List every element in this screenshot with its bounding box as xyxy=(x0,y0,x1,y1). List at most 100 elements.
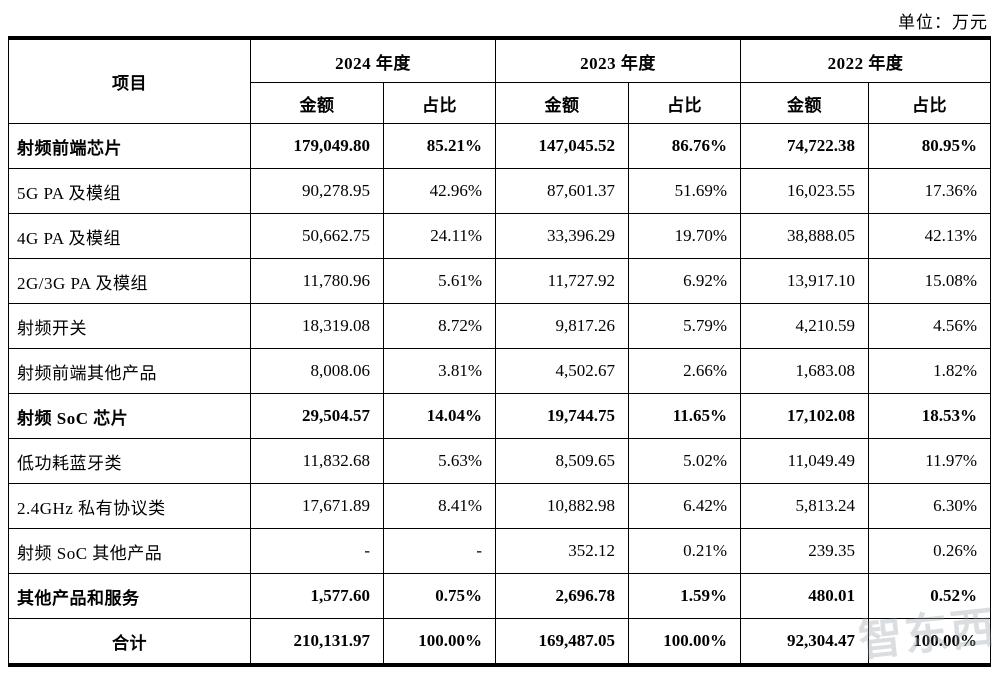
col-header-amount-2022: 金额 xyxy=(740,82,869,124)
table-row: 射频前端其他产品 8,008.06 3.81% 4,502.67 2.66% 1,683.… xyxy=(8,348,991,394)
ratio-cell: 86.76% xyxy=(628,123,741,169)
table-row: 2G/3G PA 及模组 11,780.96 5.61% 11,727.92 6.92%… xyxy=(8,258,991,304)
amount-cell: 11,727.92 xyxy=(495,258,629,304)
ratio-cell: 5.79% xyxy=(628,303,741,349)
amount-cell: 9,817.26 xyxy=(495,303,629,349)
ratio-cell: 100.00% xyxy=(628,618,741,666)
ratio-cell: 42.13% xyxy=(868,213,991,259)
amount-cell: 11,780.96 xyxy=(250,258,384,304)
ratio-cell: 18.53% xyxy=(868,393,991,439)
ratio-cell: 11.97% xyxy=(868,438,991,484)
amount-cell: 11,832.68 xyxy=(250,438,384,484)
amount-cell: 1,683.08 xyxy=(740,348,869,394)
amount-cell: 210,131.97 xyxy=(250,618,384,666)
amount-cell: 352.12 xyxy=(495,528,629,574)
table-row: 合计 210,131.97 100.00% 169,487.05 100.00% 92,3… xyxy=(8,618,991,666)
ratio-cell: 11.65% xyxy=(628,393,741,439)
ratio-cell: 8.72% xyxy=(383,303,496,349)
row-item-label: 低功耗蓝牙类 xyxy=(8,438,251,484)
amount-cell: 17,102.08 xyxy=(740,393,869,439)
ratio-cell: 24.11% xyxy=(383,213,496,259)
row-item-label: 合计 xyxy=(8,618,251,666)
ratio-cell: 19.70% xyxy=(628,213,741,259)
row-item-label: 4G PA 及模组 xyxy=(8,213,251,259)
ratio-cell: 100.00% xyxy=(868,618,991,666)
amount-cell: 11,049.49 xyxy=(740,438,869,484)
col-header-ratio-2023: 占比 xyxy=(628,82,741,124)
ratio-cell: 5.63% xyxy=(383,438,496,484)
unit-label: 单位：万元 xyxy=(898,13,988,32)
row-item-label: 2.4GHz 私有协议类 xyxy=(8,483,251,529)
ratio-cell: 85.21% xyxy=(383,123,496,169)
amount-cell: 5,813.24 xyxy=(740,483,869,529)
table-row: 2.4GHz 私有协议类 17,671.89 8.41% 10,882.98 6.42%… xyxy=(8,483,991,529)
ratio-cell: 6.92% xyxy=(628,258,741,304)
ratio-cell: 51.69% xyxy=(628,168,741,214)
row-item-label: 5G PA 及模组 xyxy=(8,168,251,214)
row-item-label: 射频前端其他产品 xyxy=(8,348,251,394)
ratio-cell: 0.75% xyxy=(383,573,496,619)
amount-cell: 33,396.29 xyxy=(495,213,629,259)
amount-cell: 29,504.57 xyxy=(250,393,384,439)
ratio-cell: 100.00% xyxy=(383,618,496,666)
col-header-ratio-2022: 占比 xyxy=(868,82,991,124)
amount-cell: 13,917.10 xyxy=(740,258,869,304)
ratio-cell: 42.96% xyxy=(383,168,496,214)
amount-cell: 8,008.06 xyxy=(250,348,384,394)
amount-cell: 92,304.47 xyxy=(740,618,869,666)
row-item-label: 其他产品和服务 xyxy=(8,573,251,619)
amount-cell: 87,601.37 xyxy=(495,168,629,214)
amount-cell: 1,577.60 xyxy=(250,573,384,619)
ratio-cell: 8.41% xyxy=(383,483,496,529)
amount-cell: 2,696.78 xyxy=(495,573,629,619)
ratio-cell: 0.52% xyxy=(868,573,991,619)
ratio-cell: - xyxy=(383,528,496,574)
table-row: 射频开关 18,319.08 8.72% 9,817.26 5.79% 4,210.59 4… xyxy=(8,303,991,349)
table-body: 射频前端芯片 179,049.80 85.21% 147,045.52 86.76% 74… xyxy=(8,123,991,666)
col-header-year-2024: 2024 年度 xyxy=(250,37,496,83)
amount-cell: 480.01 xyxy=(740,573,869,619)
col-header-ratio-2024: 占比 xyxy=(383,82,496,124)
ratio-cell: 17.36% xyxy=(868,168,991,214)
table-row: 5G PA 及模组 90,278.95 42.96% 87,601.37 51.69% 1… xyxy=(8,168,991,214)
ratio-cell: 5.61% xyxy=(383,258,496,304)
ratio-cell: 0.21% xyxy=(628,528,741,574)
table-row: 射频前端芯片 179,049.80 85.21% 147,045.52 86.76% 74… xyxy=(8,123,991,169)
ratio-cell: 5.02% xyxy=(628,438,741,484)
ratio-cell: 6.42% xyxy=(628,483,741,529)
ratio-cell: 1.82% xyxy=(868,348,991,394)
table-row: 射频 SoC 其他产品 - -352.12 0.21% 239.35 0.26% xyxy=(8,528,991,574)
row-item-label: 射频开关 xyxy=(8,303,251,349)
amount-cell: 4,502.67 xyxy=(495,348,629,394)
row-item-label: 射频 SoC 其他产品 xyxy=(8,528,251,574)
ratio-cell: 0.26% xyxy=(868,528,991,574)
ratio-cell: 4.56% xyxy=(868,303,991,349)
col-header-year-2022: 2022 年度 xyxy=(740,37,991,83)
amount-cell: - xyxy=(250,528,384,574)
table-row: 低功耗蓝牙类 11,832.68 5.63% 8,509.65 5.02% 11,049.… xyxy=(8,438,991,484)
amount-cell: 17,671.89 xyxy=(250,483,384,529)
amount-cell: 8,509.65 xyxy=(495,438,629,484)
row-item-label: 射频 SoC 芯片 xyxy=(8,393,251,439)
amount-cell: 169,487.05 xyxy=(495,618,629,666)
amount-cell: 239.35 xyxy=(740,528,869,574)
col-header-amount-2023: 金额 xyxy=(495,82,629,124)
amount-cell: 10,882.98 xyxy=(495,483,629,529)
amount-cell: 147,045.52 xyxy=(495,123,629,169)
amount-cell: 16,023.55 xyxy=(740,168,869,214)
ratio-cell: 1.59% xyxy=(628,573,741,619)
amount-cell: 90,278.95 xyxy=(250,168,384,214)
ratio-cell: 6.30% xyxy=(868,483,991,529)
row-item-label: 2G/3G PA 及模组 xyxy=(8,258,251,304)
table-header: 项目 2024 年度 2023 年度 2022 年度 金额 占比 金额 占比 金… xyxy=(8,37,991,124)
ratio-cell: 80.95% xyxy=(868,123,991,169)
ratio-cell: 3.81% xyxy=(383,348,496,394)
amount-cell: 4,210.59 xyxy=(740,303,869,349)
ratio-cell: 15.08% xyxy=(868,258,991,304)
amount-cell: 50,662.75 xyxy=(250,213,384,259)
amount-cell: 179,049.80 xyxy=(250,123,384,169)
revenue-breakdown-table: 项目 2024 年度 2023 年度 2022 年度 金额 占比 金额 占比 金… xyxy=(8,36,991,667)
col-header-year-2023: 2023 年度 xyxy=(495,37,741,83)
ratio-cell: 2.66% xyxy=(628,348,741,394)
